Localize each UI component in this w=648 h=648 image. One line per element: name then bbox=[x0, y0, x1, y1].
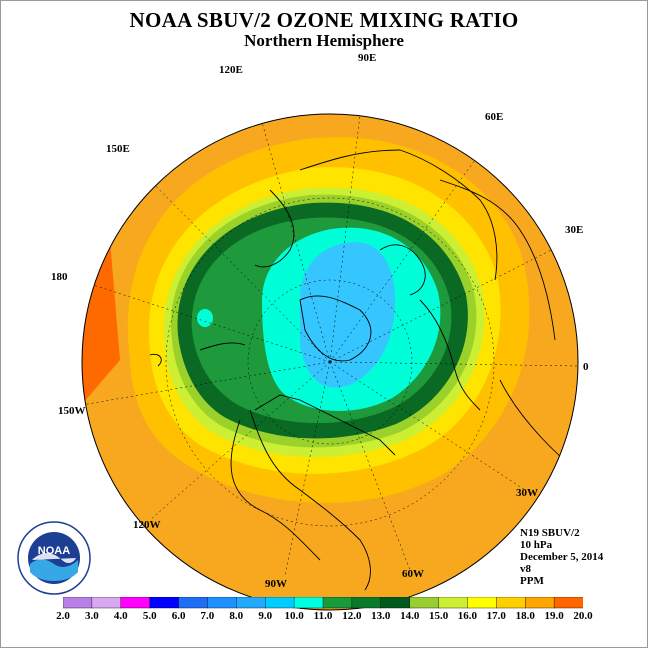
colorbar-label: 13.0 bbox=[366, 610, 396, 622]
colorbar bbox=[63, 597, 583, 609]
colorbar-label: 20.0 bbox=[568, 610, 598, 622]
metadata-block: N19 SBUV/2 10 hPa December 5, 2014 v8 PP… bbox=[520, 527, 603, 587]
colorbar-swatch bbox=[467, 597, 496, 608]
lon-label-30w: 30W bbox=[516, 487, 538, 499]
colorbar-swatch bbox=[352, 597, 381, 608]
colorbar-swatch bbox=[92, 597, 121, 608]
colorbar-swatch bbox=[265, 597, 294, 608]
colorbar-swatch bbox=[150, 597, 179, 608]
colorbar-label: 7.0 bbox=[192, 610, 222, 622]
colorbar-label: 9.0 bbox=[250, 610, 280, 622]
meta-version: v8 bbox=[520, 563, 603, 575]
lon-label-90w: 90W bbox=[265, 578, 287, 590]
lon-label-150w: 150W bbox=[58, 405, 86, 417]
colorbar-label: 10.0 bbox=[279, 610, 309, 622]
colorbar-label: 6.0 bbox=[164, 610, 194, 622]
colorbar-swatch bbox=[410, 597, 439, 608]
colorbar-label: 16.0 bbox=[452, 610, 482, 622]
colorbar-swatch bbox=[439, 597, 468, 608]
colorbar-swatch bbox=[121, 597, 150, 608]
colorbar-swatch bbox=[207, 597, 236, 608]
lon-label-60e: 60E bbox=[485, 111, 503, 123]
colorbar-swatch bbox=[323, 597, 352, 608]
colorbar-label: 12.0 bbox=[337, 610, 367, 622]
logo-text: NOAA bbox=[38, 545, 70, 557]
colorbar-label: 3.0 bbox=[77, 610, 107, 622]
meta-pressure: 10 hPa bbox=[520, 539, 603, 551]
colorbar-label: 8.0 bbox=[221, 610, 251, 622]
colorbar-label: 14.0 bbox=[395, 610, 425, 622]
colorbar-swatch bbox=[294, 597, 323, 608]
colorbar-swatch bbox=[554, 597, 583, 608]
noaa-logo: NOAA bbox=[16, 520, 92, 596]
lon-label-90e: 90E bbox=[358, 52, 376, 64]
colorbar-swatch bbox=[525, 597, 554, 608]
colorbar-label: 19.0 bbox=[539, 610, 569, 622]
colorbar-label: 11.0 bbox=[308, 610, 338, 622]
colorbar-swatch bbox=[236, 597, 265, 608]
cyan-patch bbox=[197, 309, 213, 327]
colorbar-label: 2.0 bbox=[48, 610, 78, 622]
colorbar-label: 5.0 bbox=[135, 610, 165, 622]
meta-units: PPM bbox=[520, 575, 603, 587]
lon-label-120w: 120W bbox=[133, 519, 161, 531]
colorbar-swatch bbox=[63, 597, 92, 608]
colorbar-label: 17.0 bbox=[481, 610, 511, 622]
noaa-emblem-icon: NOAA bbox=[16, 520, 92, 596]
colorbar-label: 18.0 bbox=[510, 610, 540, 622]
lon-label-120e: 120E bbox=[219, 64, 243, 76]
colorbar-label: 15.0 bbox=[424, 610, 454, 622]
meta-instrument: N19 SBUV/2 bbox=[520, 527, 603, 539]
lon-label-180: 180 bbox=[51, 271, 68, 283]
lon-label-0: 0 bbox=[583, 361, 589, 373]
lon-label-150e: 150E bbox=[106, 143, 130, 155]
colorbar-swatch bbox=[496, 597, 525, 608]
lon-label-30e: 30E bbox=[565, 224, 583, 236]
meta-date: December 5, 2014 bbox=[520, 551, 603, 563]
ozone-field bbox=[60, 95, 600, 640]
colorbar-swatch bbox=[179, 597, 208, 608]
colorbar-label: 4.0 bbox=[106, 610, 136, 622]
lon-label-60w: 60W bbox=[402, 568, 424, 580]
colorbar-swatch bbox=[381, 597, 410, 608]
